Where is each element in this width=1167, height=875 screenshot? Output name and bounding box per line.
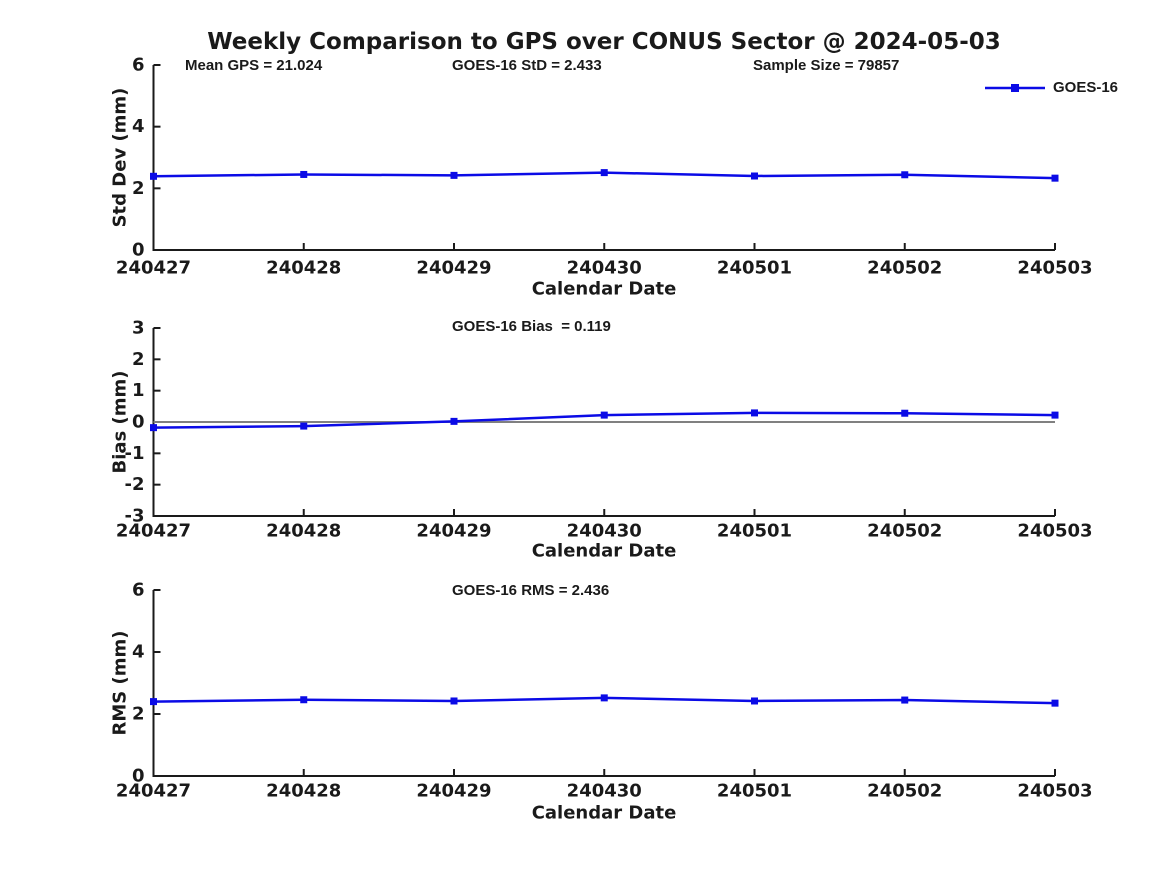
rms-x-tick-label: 240429 [416,781,491,802]
std-dev-data-point-marker [600,169,608,177]
rms-data-point-marker [1051,699,1059,707]
rms-data-point-marker [300,696,308,704]
bias-y-axis-label: Bias (mm) [110,371,131,474]
bias-y-tick-label: 2 [132,349,145,370]
bias-data-point-marker [450,417,458,425]
rms-y-tick-label: 0 [132,766,145,787]
std-dev-y-axis-label: Std Dev (mm) [110,88,131,228]
std-dev-data-point-marker [450,171,458,179]
rms-axes [152,590,1055,777]
annotation-goes16-bias: GOES-16 Bias = 0.119 [452,318,611,335]
std-dev-y-tick-label: 4 [132,116,145,137]
std-dev-data-point-marker [901,171,909,179]
std-dev-x-tick-label: 240429 [416,258,491,279]
rms-y-tick-label: 4 [132,642,145,663]
bias-x-tick-label: 240502 [867,521,942,542]
rms-y-tick-label: 2 [132,704,145,725]
std-dev-data-point-marker [751,172,758,180]
bias-y-tick-label: 3 [132,318,145,339]
annotation-mean-gps: Mean GPS = 21.024 [185,57,323,74]
bias-y-tick-label: 1 [132,380,145,401]
bias-data-point-marker [600,411,608,419]
legend-label: GOES-16 [1053,79,1119,96]
rms-x-tick-label: 240501 [717,781,792,802]
bias-y-tick-label: -1 [125,443,145,464]
rms-x-tick-label: 240502 [867,781,942,802]
legend: GOES-16 [984,79,1118,96]
std-dev-data-point-marker [150,172,157,180]
bias-y-tick-label: 0 [132,412,145,433]
rms-data-point-marker [450,697,458,705]
legend-line-icon [985,83,1045,92]
std-dev-x-tick-label: 240430 [567,258,642,279]
bias-x-tick-label: 240430 [567,521,642,542]
rms-data-point-marker [600,694,608,702]
figure-title: Weekly Comparison to GPS over CONUS Sect… [207,29,1001,55]
std-dev-x-tick-label: 240503 [1017,258,1092,279]
bias-x-tick-label: 240501 [717,521,792,542]
bias-data-point-marker [901,409,909,417]
rms-y-tick-label: 6 [132,580,145,601]
std-dev-x-tick-label: 240502 [867,258,942,279]
std-dev-x-tick-label: 240428 [266,258,341,279]
rms-x-tick-label: 240427 [116,781,191,802]
std-dev-data-point-marker [300,170,308,178]
std-dev-y-tick-label: 0 [132,240,145,261]
rms-y-axis-label: RMS (mm) [110,631,131,736]
std-dev-x-tick-label: 240427 [116,258,191,279]
rms-data-point-marker [150,698,157,706]
rms-x-tick-label: 240503 [1017,781,1092,802]
std-dev-data-point-marker [1051,174,1059,182]
bias-x-axis-label: Calendar Date [532,541,677,562]
std-dev-x-axis-label: Calendar Date [532,279,677,300]
std-dev-x-tick-label: 240501 [717,258,792,279]
bias-data-point-marker [300,422,308,430]
rms-x-tick-label: 240430 [567,781,642,802]
bias-x-tick-label: 240429 [416,521,491,542]
bias-y-tick-label: -3 [125,506,145,527]
rms-x-axis-label: Calendar Date [532,803,677,824]
annotation-goes16-std: GOES-16 StD = 2.433 [452,57,602,74]
std-dev-y-tick-label: 6 [132,55,145,76]
rms-data-point-marker [751,697,758,705]
annotation-sample-size: Sample Size = 79857 [753,57,900,74]
std-dev-y-tick-label: 2 [132,178,145,199]
rms-data-point-marker [901,696,909,704]
bias-data-point-marker [150,424,157,432]
bias-x-tick-label: 240428 [266,521,341,542]
bias-x-tick-label: 240503 [1017,521,1092,542]
annotation-goes16-rms: GOES-16 RMS = 2.436 [452,582,610,599]
bias-data-point-marker [1051,411,1059,419]
bias-data-point-marker [751,409,758,417]
bias-y-tick-label: -2 [125,474,145,495]
bias-x-tick-label: 240427 [116,521,191,542]
rms-x-tick-label: 240428 [266,781,341,802]
std-dev-axes [152,65,1055,251]
